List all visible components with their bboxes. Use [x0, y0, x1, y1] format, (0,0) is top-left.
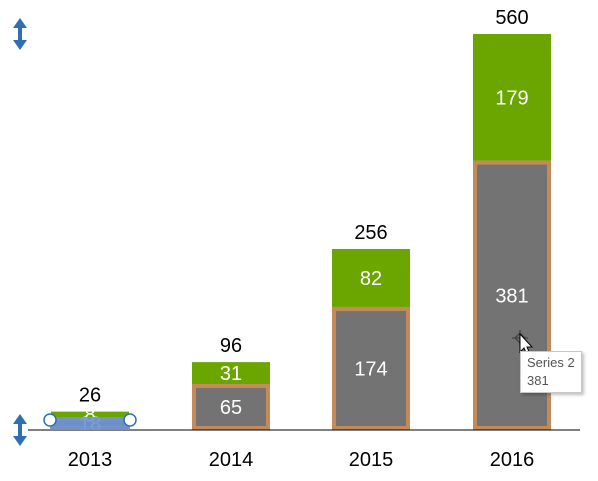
x-tick-label: 2016 [490, 449, 535, 471]
total-label: 26 [79, 385, 101, 407]
selection-bar[interactable] [50, 417, 130, 430]
bar-segment[interactable] [51, 411, 129, 418]
selection-handles[interactable] [43, 413, 137, 430]
segment-label: 381 [495, 285, 528, 307]
bar-segment-inner [336, 310, 406, 426]
segment-label: 31 [220, 363, 242, 385]
total-label: 256 [354, 222, 387, 244]
tooltip-value: 381 [527, 373, 549, 388]
total-label: 560 [495, 7, 528, 29]
selection-handle-left[interactable] [43, 413, 57, 427]
segment-label: 179 [495, 87, 528, 109]
double-arrow-icon[interactable] [13, 414, 27, 446]
bar-segment[interactable] [192, 362, 270, 385]
bars-group [51, 34, 551, 431]
segment-label: 174 [354, 358, 387, 380]
segment-label: 82 [360, 268, 382, 290]
tooltip-series: Series 2 [527, 355, 575, 370]
labels-group: 1882665319617482256381179560 [79, 7, 529, 436]
double-arrow-icon[interactable] [13, 18, 27, 50]
x-tick-label: 2014 [209, 449, 254, 471]
x-tick-labels: 2013 2014 2015 2016 [68, 449, 535, 471]
x-tick-label: 2013 [68, 449, 113, 471]
selection-handle-right[interactable] [123, 413, 137, 427]
x-tick-label: 2015 [349, 449, 394, 471]
bar-segment[interactable] [332, 248, 410, 307]
total-label: 96 [220, 335, 242, 357]
bar-segment[interactable] [473, 34, 551, 161]
data-tooltip: Series 2 381 [520, 351, 582, 393]
segment-label: 8 [84, 404, 95, 426]
bar-segment-inner [196, 388, 266, 426]
segment-label: 65 [220, 397, 242, 419]
